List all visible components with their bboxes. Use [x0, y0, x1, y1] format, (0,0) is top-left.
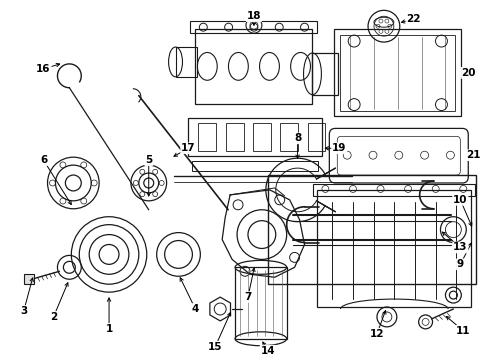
Bar [175, 47, 197, 77]
Text: 3: 3 [20, 306, 27, 316]
Text: 5: 5 [145, 155, 152, 165]
Bar [307, 123, 325, 151]
Text: 7: 7 [244, 292, 251, 302]
Bar [195, 29, 312, 104]
Text: 22: 22 [406, 14, 420, 24]
Bar [313, 184, 474, 196]
Text: 1: 1 [105, 324, 112, 334]
Bar [340, 35, 454, 111]
Text: 4: 4 [191, 304, 199, 314]
Text: 15: 15 [207, 342, 222, 352]
Bar [334, 29, 460, 117]
Text: 13: 13 [452, 243, 467, 252]
Bar [188, 118, 322, 156]
Text: 19: 19 [331, 143, 346, 153]
Text: 17: 17 [181, 143, 195, 153]
Text: 9: 9 [456, 259, 463, 269]
Bar [317, 190, 470, 307]
Text: 20: 20 [460, 68, 474, 78]
Bar [198, 123, 216, 151]
Text: 6: 6 [40, 155, 47, 165]
Bar [24, 274, 34, 284]
Text: 16: 16 [36, 64, 51, 74]
Bar [190, 21, 317, 33]
Bar [280, 123, 298, 151]
Text: 8: 8 [293, 133, 301, 143]
Bar [225, 123, 243, 151]
Text: 14: 14 [260, 346, 275, 356]
Text: 11: 11 [455, 326, 469, 336]
Text: 12: 12 [369, 329, 384, 339]
Text: 10: 10 [452, 195, 467, 205]
Bar [252, 123, 270, 151]
Bar [192, 161, 318, 171]
Text: 21: 21 [465, 150, 480, 160]
Bar [267, 175, 475, 284]
Bar [235, 267, 286, 339]
Bar [312, 53, 338, 95]
Text: 2: 2 [50, 312, 57, 322]
Text: 18: 18 [246, 11, 261, 21]
